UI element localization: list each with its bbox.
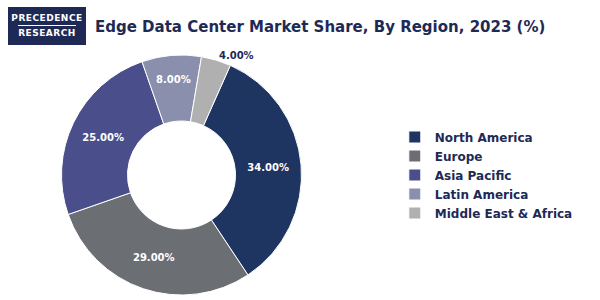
svg-text:Asia Pacific: Asia Pacific [435, 169, 512, 183]
svg-text:North America: North America [435, 131, 533, 145]
svg-text:8.00%: 8.00% [156, 74, 191, 85]
svg-text:Edge Data Center Market Share,: Edge Data Center Market Share, By Region… [95, 18, 545, 36]
svg-text:Europe: Europe [435, 150, 483, 164]
html-text:RESEARCH: RESEARCH [18, 28, 76, 38]
svg-text:25.00%: 25.00% [82, 132, 124, 143]
html-text:PRECEDENCE: PRECEDENCE [11, 13, 83, 23]
svg-text:34.00%: 34.00% [247, 162, 289, 173]
svg-text:4.00%: 4.00% [219, 50, 254, 61]
svg-text:Latin America: Latin America [435, 188, 529, 202]
svg-text:Middle East & Africa: Middle East & Africa [435, 207, 572, 221]
svg-text:29.00%: 29.00% [133, 252, 175, 263]
